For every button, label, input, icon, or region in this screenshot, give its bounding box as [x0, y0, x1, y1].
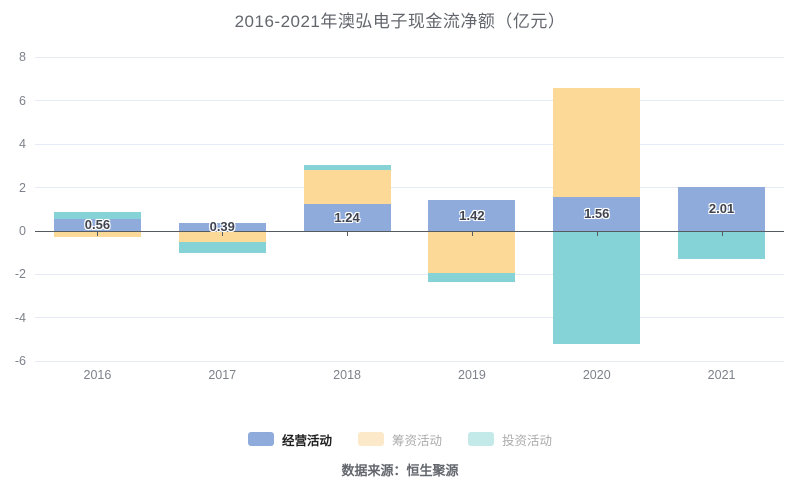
bar-segment-投资活动-2018[interactable]	[303, 165, 391, 171]
legend-swatch-投资活动	[468, 432, 494, 446]
x-axis-label-2020: 2020	[582, 368, 611, 382]
x-axis-tick	[471, 231, 473, 236]
chart-plot-area: 8 6 4 2 0 -2 -4 -6 0.56 2016 0.39 2017 1.24 2018 1.42 2…	[14, 50, 784, 382]
value-label-2016: 0.56	[84, 216, 111, 232]
bar-segment-投资活动-2019[interactable]	[428, 273, 516, 282]
legend-item-经营活动[interactable]: 经营活动	[247, 430, 332, 449]
x-axis-tick	[721, 231, 723, 236]
chart-title: 2016-2021年澳弘电子现金流净额（亿元）	[234, 12, 566, 31]
gridline	[35, 143, 784, 145]
zero-axis-line	[35, 230, 784, 232]
source-note: 数据来源：恒生聚源	[341, 463, 459, 478]
y-axis-tick-label: 0	[19, 224, 26, 238]
value-label-2021: 2.01	[708, 201, 735, 217]
legend-item-筹资活动[interactable]: 筹资活动	[357, 430, 442, 449]
bar-segment-投资活动-2017[interactable]	[178, 242, 266, 253]
bar-segment-筹资活动-2019[interactable]	[428, 231, 516, 274]
y-axis-tick-label: 6	[19, 93, 26, 108]
x-axis-label-2021: 2021	[707, 368, 736, 382]
legend-swatch-经营活动	[247, 432, 274, 446]
x-axis-label-2016: 2016	[83, 368, 112, 382]
value-label-2019: 1.42	[459, 207, 485, 223]
x-axis-label-2019: 2019	[458, 368, 486, 382]
gridline	[35, 187, 784, 189]
bar-segment-经营活动-2016[interactable]	[53, 218, 141, 231]
x-axis-label-2017: 2017	[208, 368, 237, 382]
bar-segment-经营活动-2020[interactable]	[553, 197, 641, 231]
bar-segment-经营活动-2017[interactable]	[178, 222, 266, 231]
value-label-2018: 1.24	[334, 209, 360, 225]
y-axis-tick-label: 4	[19, 137, 26, 152]
y-axis-tick-label: 8	[19, 50, 26, 65]
y-axis-tick-label: 2	[19, 180, 26, 195]
y-axis-tick-label: -4	[14, 310, 26, 325]
bar-segment-投资活动-2021[interactable]	[678, 232, 766, 259]
gridline	[35, 56, 784, 58]
legend-label: 筹资活动	[391, 433, 442, 448]
bar-segment-投资活动-2016[interactable]	[53, 212, 141, 219]
bar-segment-投资活动-2020[interactable]	[553, 231, 641, 345]
x-axis-tick	[596, 231, 598, 236]
bar-segment-经营活动-2018[interactable]	[303, 204, 391, 231]
value-label-2017: 0.39	[209, 218, 235, 234]
legend-label: 经营活动	[281, 433, 332, 448]
gridline	[35, 273, 784, 275]
y-axis-tick-label: -2	[14, 267, 26, 282]
x-axis-tick	[347, 231, 349, 236]
gridline	[35, 317, 784, 319]
bar-segment-经营活动-2019[interactable]	[428, 200, 516, 231]
legend-label: 投资活动	[502, 433, 553, 448]
y-axis-tick-label: -6	[14, 354, 26, 369]
x-axis-tick	[97, 231, 99, 236]
bar-segment-筹资活动-2017[interactable]	[178, 231, 266, 243]
x-axis-label-2018: 2018	[333, 368, 361, 382]
legend: 经营活动 筹资活动 投资活动	[0, 430, 800, 449]
bar-segment-经营活动-2021[interactable]	[678, 187, 766, 231]
legend-swatch-筹资活动	[357, 432, 384, 446]
bar-segment-筹资活动-2020[interactable]	[553, 87, 641, 198]
gridline	[35, 100, 784, 102]
value-label-2020: 1.56	[584, 206, 610, 222]
x-axis-tick	[222, 231, 224, 236]
gridline	[35, 360, 784, 362]
legend-item-投资活动[interactable]: 投资活动	[468, 430, 552, 449]
bar-segment-筹资活动-2018[interactable]	[303, 170, 391, 205]
